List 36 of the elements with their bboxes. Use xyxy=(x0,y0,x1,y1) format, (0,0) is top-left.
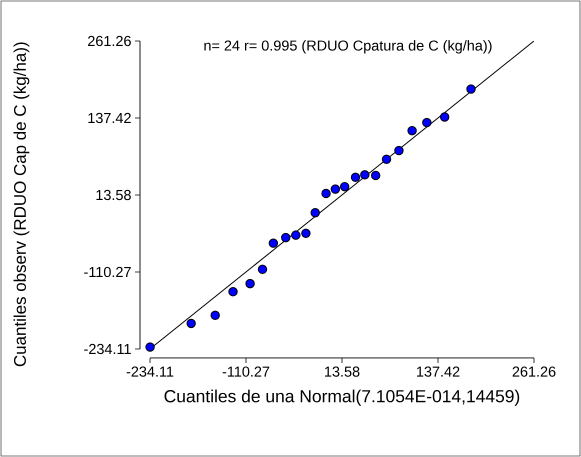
point xyxy=(301,228,311,238)
point xyxy=(440,112,450,122)
y-axis-title: Cuantiles observ (RDUO Cap de C (kg/ha)) xyxy=(14,42,30,366)
point xyxy=(330,184,340,194)
point xyxy=(258,264,268,274)
x-tick-label: 261.26 xyxy=(512,366,556,377)
y-tick-label: 13.58 xyxy=(96,190,131,200)
point xyxy=(382,154,392,164)
point xyxy=(350,172,360,182)
point xyxy=(268,238,278,248)
point xyxy=(228,287,238,296)
y-tick-label: 137.42 xyxy=(88,112,131,124)
y-tick-label: 261.26 xyxy=(88,36,131,46)
point xyxy=(407,126,417,136)
point xyxy=(360,170,370,180)
x-tick-label: -234.11 xyxy=(126,366,174,377)
point xyxy=(321,188,331,198)
point xyxy=(281,232,290,242)
point xyxy=(370,170,380,180)
point xyxy=(210,310,220,320)
point xyxy=(394,146,404,156)
point xyxy=(186,318,196,328)
y-tick-label: -110.27 xyxy=(84,266,131,278)
x-tick-label: -110.27 xyxy=(222,366,270,377)
point xyxy=(340,182,350,192)
point xyxy=(422,118,432,128)
x-axis-title: Cuantiles de una Normal(7.1054E-014,14459) xyxy=(164,390,520,406)
x-tick-label: 137.42 xyxy=(417,366,460,377)
chart-title: n= 24 r= 0.995 (RDUO Cpatura de C (kg/ha)) xyxy=(204,40,492,54)
point xyxy=(310,208,320,218)
point xyxy=(291,230,301,240)
point xyxy=(466,84,476,94)
point xyxy=(245,278,255,288)
x-tick-label: 13.58 xyxy=(325,366,360,377)
point xyxy=(145,342,155,352)
y-tick-label: -234.11 xyxy=(84,344,131,354)
